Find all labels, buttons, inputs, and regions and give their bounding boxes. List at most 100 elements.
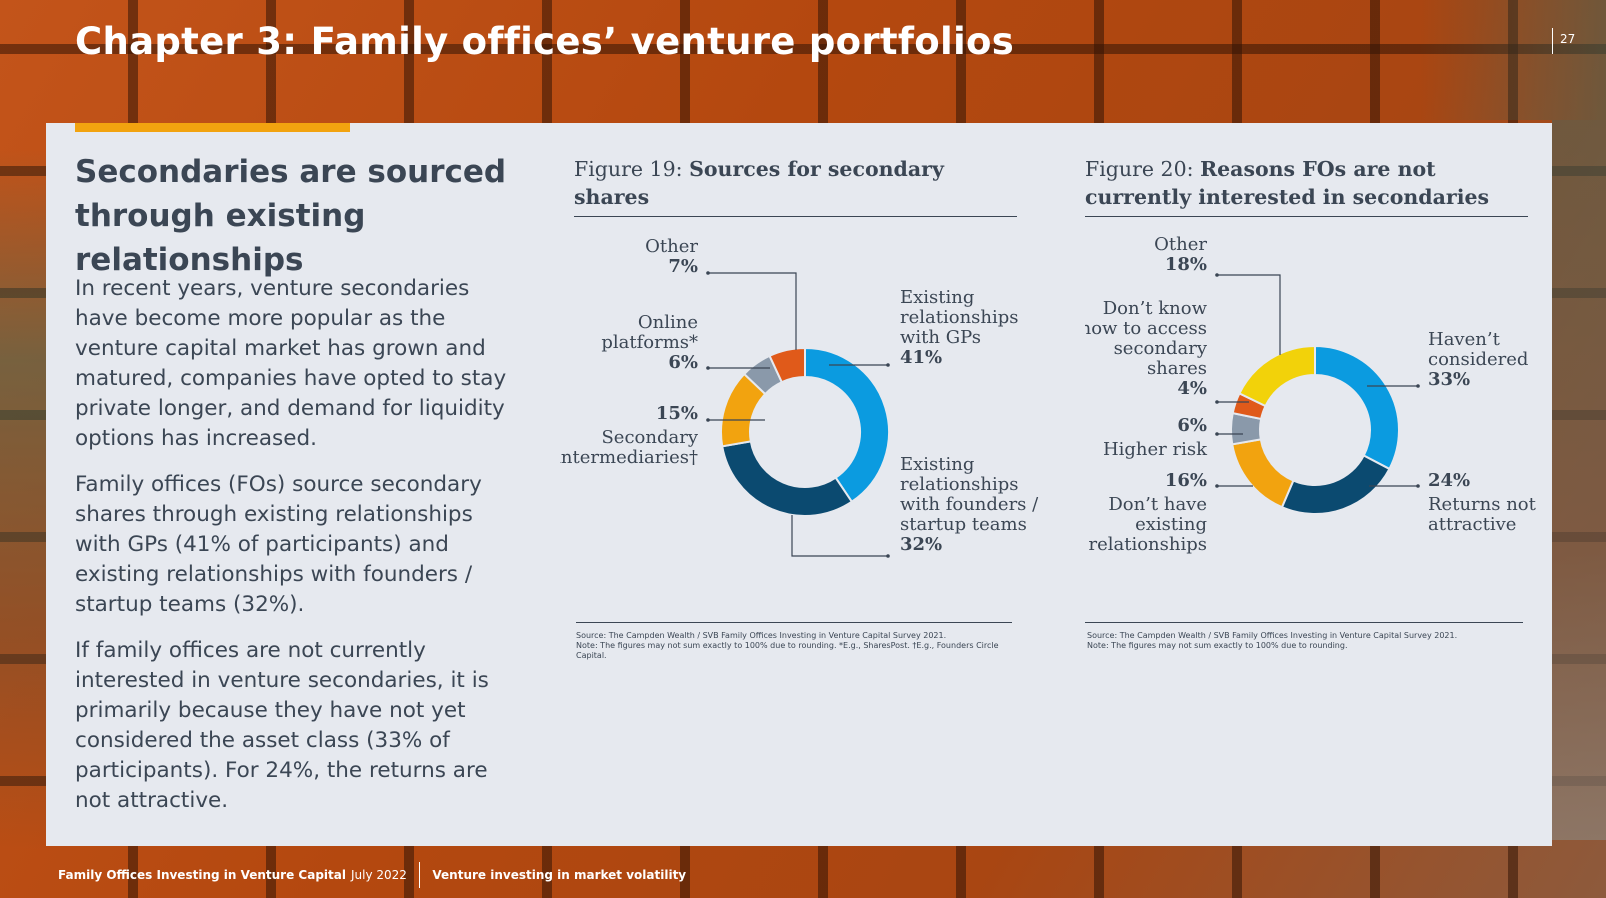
donut-slice-other	[768, 346, 806, 384]
leader-dot	[1416, 484, 1420, 488]
leader-dot	[706, 366, 710, 370]
leader-dot	[886, 554, 890, 558]
leader-dot	[706, 271, 710, 275]
figure19-title: Figure 19: Sources for secondary shares	[574, 155, 1024, 211]
data-label: 7%	[668, 256, 698, 277]
category-label: with GPs	[900, 327, 981, 348]
figure19-bottom-rule	[576, 622, 1012, 623]
category-label: relationships	[900, 307, 1019, 328]
category-label: relationships	[1088, 534, 1207, 555]
section-heading: Secondaries are sourced through existing…	[75, 154, 507, 278]
data-label: 6%	[1177, 415, 1207, 436]
data-label: 41%	[900, 347, 942, 368]
figure20-chart: Haven’t considered 33% 24% Returns not attrac…	[1085, 230, 1545, 590]
donut-slice-haven-t-considered	[1314, 344, 1400, 471]
leader-line-existing-relationships-with-founders-startup-teams	[791, 515, 888, 557]
leader-dot	[1215, 484, 1219, 488]
category-label: considered	[1428, 349, 1528, 370]
category-label: Other	[645, 236, 698, 257]
figure19-top-rule	[574, 216, 1017, 217]
figure19-lead: Figure 19:	[574, 157, 683, 181]
body-text: In recent years, venture secondaries hav…	[75, 274, 525, 832]
category-label: Existing	[900, 454, 974, 475]
figure20-source: Source: The Campden Wealth / SVB Family …	[1087, 631, 1458, 640]
category-label: with founders /	[900, 494, 1039, 515]
data-label: 15%	[656, 403, 698, 424]
category-label: relationships	[900, 474, 1019, 495]
figure19-notes: Source: The Campden Wealth / SVB Family …	[576, 631, 1008, 661]
category-label: intermediaries†	[560, 447, 698, 468]
category-label: Other	[1154, 234, 1207, 255]
figure20-lead: Figure 20:	[1085, 157, 1194, 181]
category-label: Don’t have	[1108, 494, 1207, 515]
category-label: Don’t know	[1103, 298, 1208, 319]
figure19-note: Note: The figures may not sum exactly to…	[576, 641, 999, 660]
figure19-heading: Sources for secondary shares	[574, 157, 944, 209]
leader-line-other	[1217, 274, 1281, 355]
leader-dot	[1215, 273, 1219, 277]
category-label: Returns not	[1428, 494, 1537, 515]
leader-dot	[886, 363, 890, 367]
footer-publication: Family Offices Investing in Venture Capi…	[58, 868, 346, 882]
category-label: Haven’t	[1428, 329, 1501, 350]
footer-date: July 2022	[350, 868, 407, 882]
data-label: 24%	[1428, 470, 1470, 491]
paragraph: If family offices are not currently inte…	[75, 638, 489, 813]
donut-slice-don-t-have-existing-relationships	[1231, 438, 1295, 509]
figure20-bottom-rule	[1085, 622, 1523, 623]
donut-slice-existing-relationships-with-founders-startup-teams	[721, 440, 854, 517]
footer-divider	[418, 862, 421, 888]
category-label: how to access	[1085, 318, 1207, 339]
figure19-chart: Existing relationships with GPs 41% Existing…	[560, 230, 1040, 590]
donut-slice-returns-not-attractive	[1280, 454, 1391, 515]
paragraph: Family offices (FOs) source secondary sh…	[75, 472, 482, 617]
leader-dot	[1215, 400, 1219, 404]
category-label: Higher risk	[1103, 439, 1208, 460]
category-label: secondary	[1114, 338, 1208, 359]
footer-section: Venture investing in market volatility	[432, 868, 687, 882]
category-label: platforms*	[601, 332, 698, 353]
category-label: startup teams	[900, 514, 1027, 535]
figure20-top-rule	[1085, 216, 1528, 217]
data-label: 18%	[1165, 254, 1207, 275]
data-label: 16%	[1165, 470, 1207, 491]
data-label: 4%	[1177, 378, 1207, 399]
leader-dot	[1215, 432, 1219, 436]
donut-slice-existing-relationships-with-gps	[804, 346, 890, 504]
donut-slice-other	[1238, 344, 1316, 408]
category-label: existing	[1135, 514, 1207, 535]
category-label: attractive	[1428, 514, 1516, 535]
accent-bar	[75, 123, 350, 132]
page-number: 27	[1552, 28, 1575, 54]
category-label: Secondary	[601, 427, 698, 448]
footer: Family Offices Investing in Venture Capi…	[58, 862, 686, 888]
data-label: 6%	[668, 352, 698, 373]
category-label: shares	[1147, 358, 1207, 379]
leader-dot	[706, 418, 710, 422]
data-label: 32%	[900, 534, 942, 555]
label-higher-risk: 6% Higher risk	[1103, 415, 1208, 460]
chapter-title: Chapter 3: Family offices’ venture portf…	[75, 20, 1015, 63]
leader-dot	[1416, 384, 1420, 388]
data-label: 33%	[1428, 369, 1470, 390]
figure20-note: Note: The figures may not sum exactly to…	[1087, 641, 1348, 650]
category-label: Existing	[900, 287, 974, 308]
figure20-notes: Source: The Campden Wealth / SVB Family …	[1087, 631, 1519, 651]
paragraph: In recent years, venture secondaries hav…	[75, 276, 507, 451]
figure20-title: Figure 20: Reasons FOs are not currently…	[1085, 155, 1525, 211]
category-label: Online	[638, 312, 698, 333]
figure19-source: Source: The Campden Wealth / SVB Family …	[576, 631, 947, 640]
figure20-heading: Reasons FOs are not currently interested…	[1085, 157, 1490, 209]
